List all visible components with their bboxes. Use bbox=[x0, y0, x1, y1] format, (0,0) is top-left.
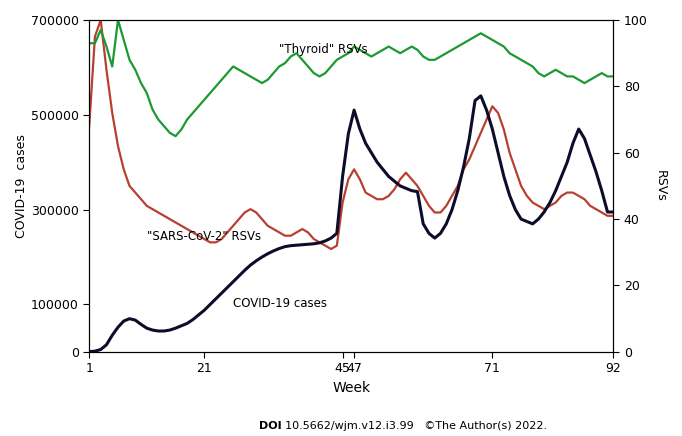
Y-axis label: COVID-19  cases: COVID-19 cases bbox=[15, 134, 28, 238]
Text: "SARS-CoV-2" RSVs: "SARS-CoV-2" RSVs bbox=[147, 231, 261, 243]
Text: COVID-19 cases: COVID-19 cases bbox=[233, 297, 327, 310]
Text: "Thyroid" RSVs: "Thyroid" RSVs bbox=[279, 43, 368, 56]
Text: : 10.5662/wjm.v12.i3.99   ©The Author(s) 2022.: : 10.5662/wjm.v12.i3.99 ©The Author(s) 2… bbox=[278, 422, 548, 432]
Y-axis label: RSVs: RSVs bbox=[654, 170, 667, 202]
X-axis label: Week: Week bbox=[332, 381, 370, 395]
Text: DOI: DOI bbox=[259, 422, 282, 432]
